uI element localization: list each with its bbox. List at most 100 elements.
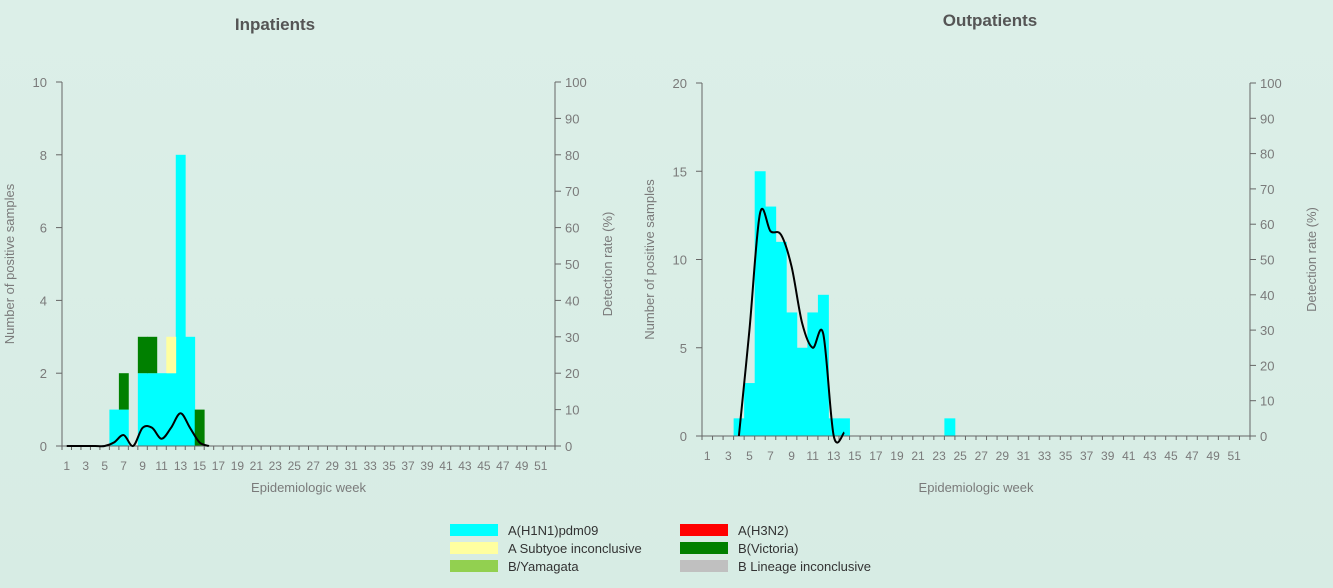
x-tick-label: 11 <box>806 449 819 463</box>
x-tick-label: 39 <box>420 459 434 473</box>
legend-item-asub: A Subtyoe inconclusive <box>450 540 642 556</box>
y-axis-label-right: Detection rate (%) <box>1304 207 1319 312</box>
x-tick-label: 35 <box>1059 449 1073 463</box>
y-right-tick-label: 20 <box>565 366 579 381</box>
x-tick-label: 3 <box>82 459 89 473</box>
legend-label: B/Yamagata <box>508 558 579 574</box>
x-tick-label: 23 <box>269 459 283 473</box>
y-left-tick-label: 15 <box>673 164 687 179</box>
legend-label: A(H3N2) <box>738 522 789 538</box>
y-right-tick-label: 100 <box>1260 76 1282 91</box>
y-right-tick-label: 50 <box>565 257 579 272</box>
x-tick-label: 33 <box>363 459 377 473</box>
inpatients-title: Inpatients <box>234 15 316 34</box>
x-tick-label: 43 <box>458 459 472 473</box>
y-left-tick-label: 10 <box>33 75 47 90</box>
y-right-tick-label: 50 <box>1260 253 1274 268</box>
y-right-tick-label: 80 <box>1260 147 1274 162</box>
x-tick-label: 35 <box>382 459 396 473</box>
legend-item-byam: B/Yamagata <box>450 558 579 574</box>
y-right-tick-label: 40 <box>565 293 579 308</box>
bar-b-victoria--week-15 <box>194 409 205 446</box>
detection-rate-line <box>737 207 846 444</box>
y-right-tick-label: 60 <box>1260 217 1274 232</box>
bar-a-h1n1-pdm09-week-12 <box>166 373 177 446</box>
x-tick-label: 47 <box>496 459 510 473</box>
bar-b-victoria--week-10 <box>147 336 158 374</box>
bar-b-victoria--week-9 <box>137 336 148 374</box>
y-right-tick-label: 0 <box>1260 429 1267 444</box>
bar-a-h1n1-pdm09-week-24 <box>944 418 956 436</box>
bar-a-h1n1-pdm09-week-8 <box>775 241 787 436</box>
x-tick-label: 27 <box>975 449 989 463</box>
legend-label: A Subtyoe inconclusive <box>508 540 642 556</box>
x-tick-label: 37 <box>401 459 415 473</box>
x-tick-label: 13 <box>827 449 841 463</box>
bar-a-h1n1-pdm09-week-9 <box>137 373 148 446</box>
x-tick-label: 21 <box>911 449 925 463</box>
y-left-tick-label: 2 <box>40 366 47 381</box>
y-right-tick-label: 20 <box>1260 358 1274 373</box>
x-tick-label: 9 <box>139 459 146 473</box>
legend-swatch <box>450 560 498 572</box>
bar-a-h1n1-pdm09-week-6 <box>109 409 120 446</box>
bar-a-h1n1-pdm09-week-7 <box>765 206 777 436</box>
x-tick-label: 29 <box>326 459 340 473</box>
legend-item-h3n2: A(H3N2) <box>680 522 789 538</box>
y-left-tick-label: 0 <box>40 439 47 454</box>
x-tick-label: 11 <box>155 459 168 473</box>
y-right-tick-label: 90 <box>565 111 579 126</box>
bar-a-h1n1-pdm09-week-13 <box>175 154 186 447</box>
bar-a-h1n1-pdm09-week-12 <box>817 294 829 436</box>
x-tick-label: 45 <box>477 459 491 473</box>
outpatients-title: Outpatients <box>942 11 1038 30</box>
x-tick-label: 5 <box>746 449 753 463</box>
bar-a-h1n1-pdm09-week-5 <box>744 383 756 436</box>
legend-item-blin: B Lineage inconclusive <box>680 558 871 574</box>
y-axis-label-left: Number of positive samples <box>642 179 657 340</box>
bar-a-h1n1-pdm09-week-10 <box>796 347 808 436</box>
x-tick-label: 25 <box>954 449 968 463</box>
x-tick-label: 29 <box>996 449 1010 463</box>
x-tick-label: 3 <box>725 449 732 463</box>
detection-rate-line <box>66 412 210 448</box>
legend-label: B Lineage inconclusive <box>738 558 871 574</box>
x-tick-label: 33 <box>1038 449 1052 463</box>
x-tick-label: 15 <box>848 449 862 463</box>
x-tick-label: 41 <box>439 459 453 473</box>
x-axis-label: Epidemiologic week <box>251 480 366 495</box>
x-tick-label: 31 <box>344 459 358 473</box>
y-right-tick-label: 40 <box>1260 288 1274 303</box>
legend-swatch <box>680 524 728 536</box>
y-left-tick-label: 4 <box>40 293 47 308</box>
bar-a-h1n1-pdm09-week-13 <box>828 418 840 436</box>
x-tick-label: 51 <box>1228 449 1242 463</box>
x-tick-label: 17 <box>869 449 883 463</box>
x-tick-label: 15 <box>193 459 207 473</box>
y-right-tick-label: 70 <box>1260 182 1274 197</box>
x-axis-label: Epidemiologic week <box>919 480 1034 495</box>
y-right-tick-label: 10 <box>1260 394 1274 409</box>
y-left-tick-label: 5 <box>680 341 687 356</box>
x-tick-label: 47 <box>1185 449 1199 463</box>
y-right-tick-label: 30 <box>1260 323 1274 338</box>
legend-label: B(Victoria) <box>738 540 799 556</box>
x-tick-label: 25 <box>288 459 302 473</box>
x-tick-label: 37 <box>1080 449 1094 463</box>
x-tick-label: 27 <box>307 459 321 473</box>
x-tick-label: 43 <box>1143 449 1157 463</box>
x-tick-label: 41 <box>1122 449 1136 463</box>
y-right-tick-label: 10 <box>565 403 579 418</box>
x-tick-label: 17 <box>212 459 226 473</box>
bar-a-subtyoe-inconclusive-week-12 <box>166 336 177 374</box>
x-tick-label: 45 <box>1164 449 1178 463</box>
bar-a-h1n1-pdm09-week-11 <box>807 312 819 436</box>
x-tick-label: 1 <box>63 459 70 473</box>
legend-label: A(H1N1)pdm09 <box>508 522 599 538</box>
x-tick-label: 39 <box>1101 449 1115 463</box>
x-tick-label: 31 <box>1017 449 1031 463</box>
bar-a-h1n1-pdm09-week-7 <box>118 409 129 446</box>
x-tick-label: 51 <box>534 459 548 473</box>
bar-a-h1n1-pdm09-week-14 <box>839 418 850 436</box>
y-right-tick-label: 90 <box>1260 111 1274 126</box>
